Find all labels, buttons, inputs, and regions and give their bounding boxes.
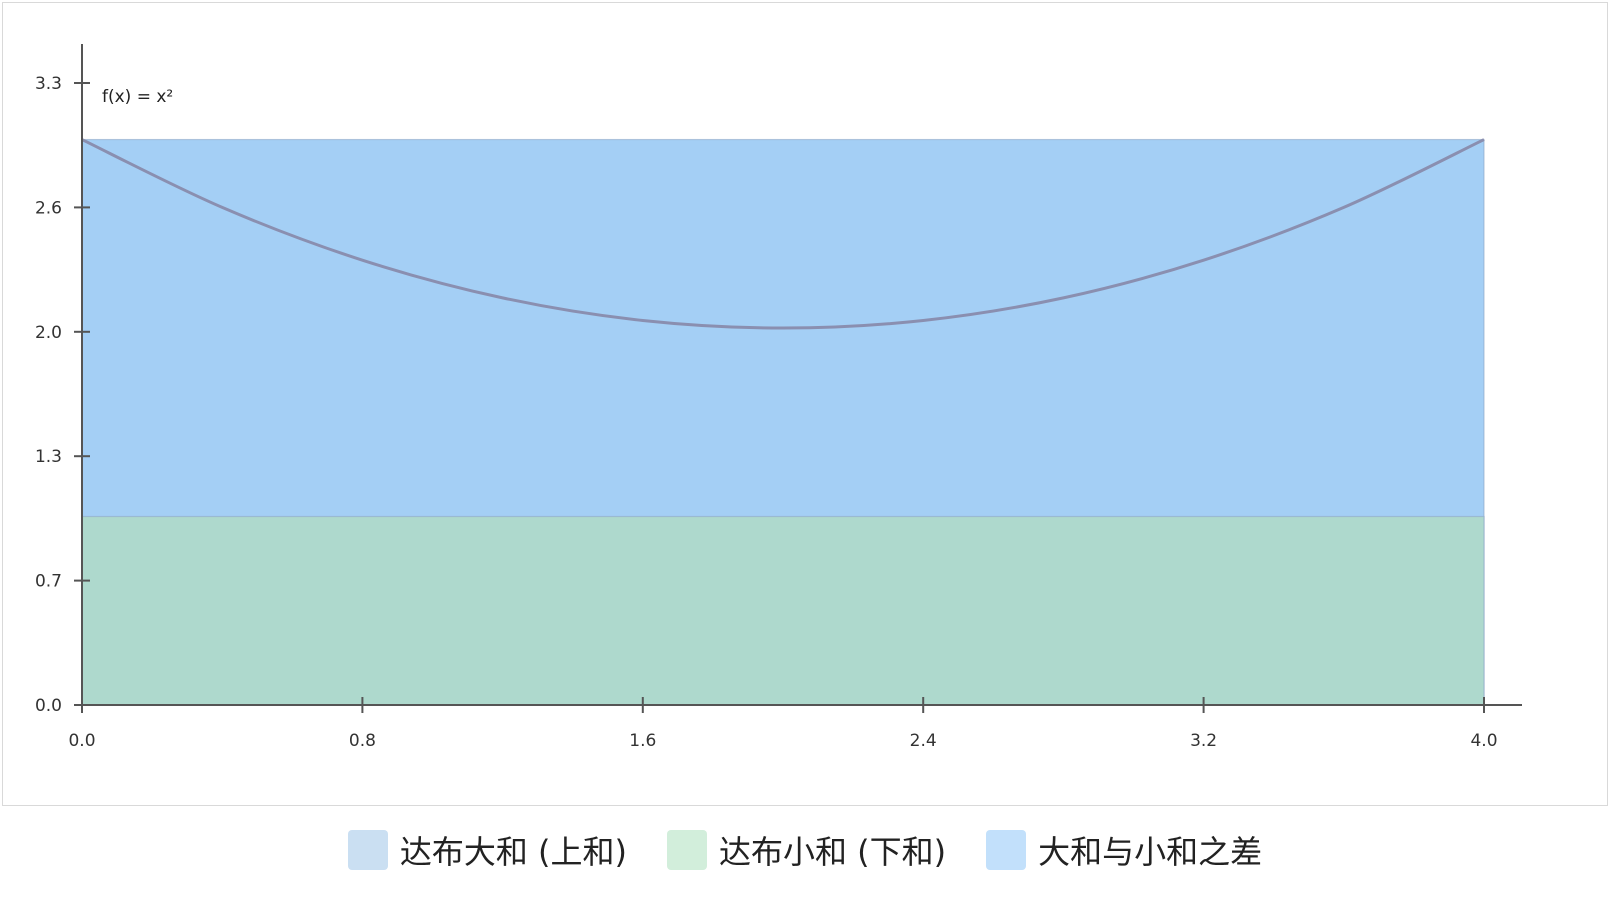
function-curve-layer — [81, 138, 1485, 330]
tick-labels: 0.0 0.8 1.6 2.4 3.2 4.0 0.0 0.7 1.3 2.0 2.6 3.3 — [35, 74, 1498, 751]
y-tick-label: 0.0 — [35, 696, 62, 716]
legend-label-lower-sum: 达布小和 (下和) — [718, 833, 947, 871]
legend-item-upper-sum[interactable]: 达布大和 (上和) — [347, 827, 627, 873]
y-tick-label: 3.3 — [35, 74, 62, 94]
legend: 达布大和 (上和) 达布小和 (下和) 大和与小和之差 — [0, 820, 1610, 880]
legend-swatch-lower-sum — [666, 830, 707, 870]
y-tick-label: 2.6 — [35, 198, 62, 218]
x-tick-label: 0.8 — [349, 731, 376, 751]
y-tick-label: 1.3 — [35, 447, 62, 467]
sum-rectangles — [81, 138, 1485, 706]
legend-label-upper-sum: 达布大和 (上和) — [399, 833, 627, 871]
legend-label-difference: 大和与小和之差 — [1038, 833, 1263, 871]
x-tick-label: 4.0 — [1470, 731, 1497, 751]
y-tick-label: 2.0 — [35, 323, 62, 343]
axes — [81, 44, 1522, 706]
chart-plot: 0.0 0.8 1.6 2.4 3.2 4.0 0.0 0.7 1.3 2.0 2.6 3.3 f(x… — [35, 44, 1522, 751]
x-tick-label: 0.0 — [68, 731, 95, 751]
legend-swatch-difference — [986, 830, 1027, 870]
lower-sum-rect — [81, 515, 1485, 706]
x-tick-label: 2.4 — [910, 731, 937, 751]
legend-item-lower-sum[interactable]: 达布小和 (下和) — [666, 827, 947, 873]
legend-swatch-upper-sum — [347, 830, 388, 870]
function-label: f(x) = x² — [102, 87, 173, 107]
x-tick-label: 3.2 — [1190, 731, 1217, 751]
y-tick-label: 0.7 — [35, 572, 62, 592]
function-curve — [81, 138, 1485, 330]
x-tick-label: 1.6 — [629, 731, 656, 751]
legend-item-difference[interactable]: 大和与小和之差 — [986, 827, 1262, 873]
